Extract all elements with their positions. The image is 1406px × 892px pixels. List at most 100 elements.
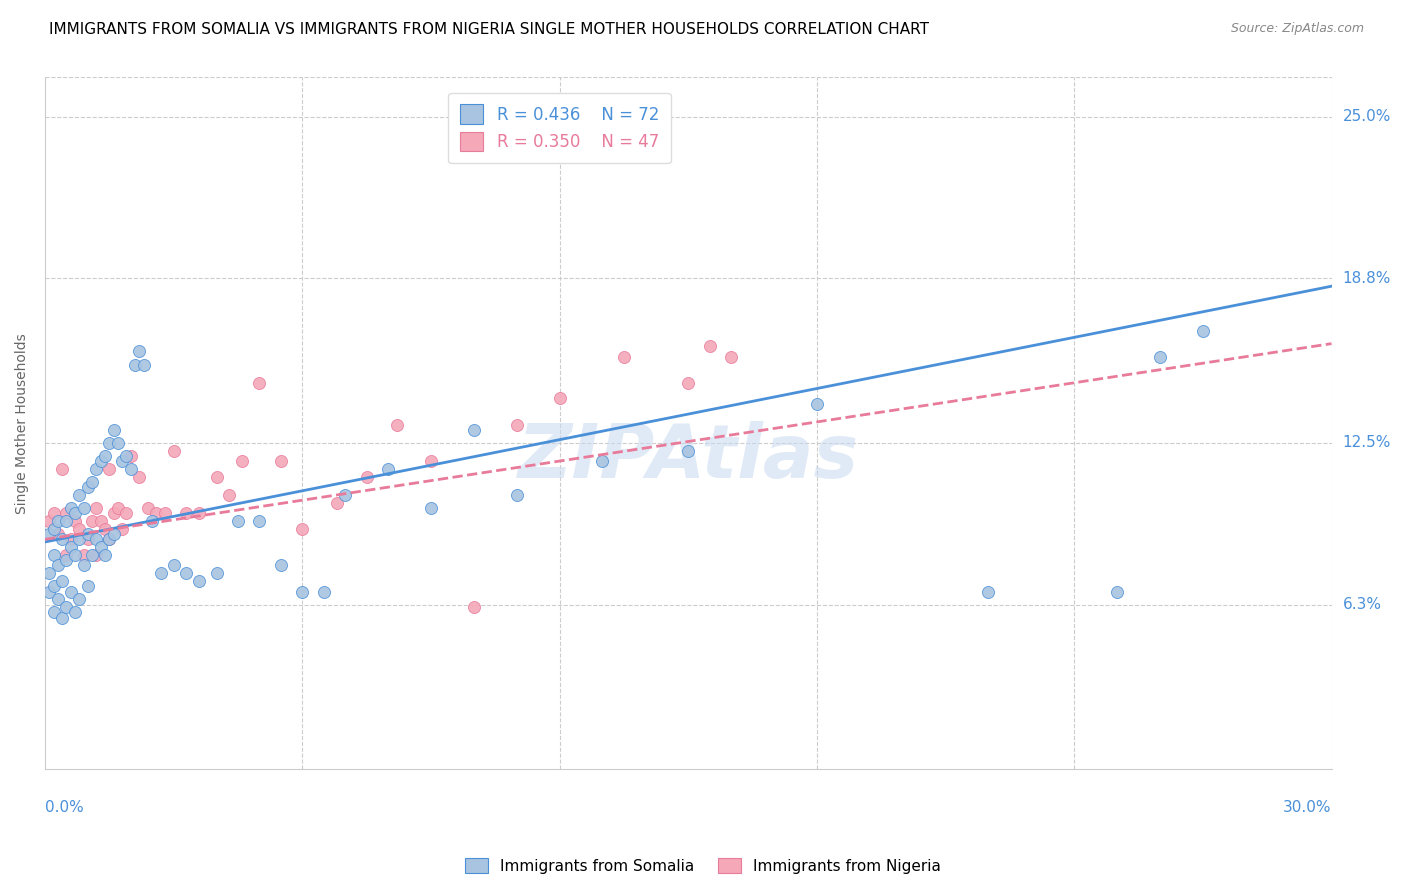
- Point: [218, 488, 240, 502]
- Point: [419, 454, 441, 468]
- Point: [46, 558, 69, 573]
- Point: [247, 376, 270, 390]
- Point: [1107, 584, 1129, 599]
- Point: [76, 579, 98, 593]
- Point: [678, 376, 700, 390]
- Point: [312, 584, 335, 599]
- Point: [188, 574, 211, 588]
- Point: [59, 501, 82, 516]
- Text: Source: ZipAtlas.com: Source: ZipAtlas.com: [1230, 22, 1364, 36]
- Point: [86, 533, 108, 547]
- Text: ZIPAtlas: ZIPAtlas: [517, 421, 859, 494]
- Point: [128, 469, 150, 483]
- Point: [325, 496, 347, 510]
- Point: [270, 454, 292, 468]
- Point: [63, 506, 86, 520]
- Point: [55, 600, 77, 615]
- Point: [38, 527, 60, 541]
- Point: [141, 514, 163, 528]
- Point: [86, 462, 108, 476]
- Point: [67, 592, 90, 607]
- Point: [94, 548, 117, 562]
- Point: [51, 462, 73, 476]
- Point: [76, 533, 98, 547]
- Point: [419, 501, 441, 516]
- Point: [59, 584, 82, 599]
- Text: 30.0%: 30.0%: [1284, 799, 1331, 814]
- Point: [132, 358, 155, 372]
- Point: [153, 506, 176, 520]
- Point: [46, 527, 69, 541]
- Point: [115, 449, 138, 463]
- Point: [42, 548, 65, 562]
- Point: [51, 574, 73, 588]
- Legend: Immigrants from Somalia, Immigrants from Nigeria: Immigrants from Somalia, Immigrants from…: [460, 852, 946, 880]
- Point: [82, 475, 104, 489]
- Point: [63, 606, 86, 620]
- Point: [55, 506, 77, 520]
- Text: 0.0%: 0.0%: [45, 799, 84, 814]
- Point: [505, 417, 527, 432]
- Point: [149, 566, 172, 581]
- Point: [356, 469, 378, 483]
- Point: [377, 462, 399, 476]
- Text: 6.3%: 6.3%: [1343, 597, 1382, 612]
- Point: [176, 506, 198, 520]
- Point: [120, 449, 142, 463]
- Point: [333, 488, 356, 502]
- Point: [120, 462, 142, 476]
- Point: [270, 558, 292, 573]
- Point: [82, 548, 104, 562]
- Point: [98, 533, 121, 547]
- Text: 12.5%: 12.5%: [1343, 435, 1391, 450]
- Point: [46, 592, 69, 607]
- Point: [98, 533, 121, 547]
- Point: [548, 392, 571, 406]
- Point: [1192, 324, 1215, 338]
- Point: [55, 514, 77, 528]
- Point: [42, 579, 65, 593]
- Point: [72, 558, 94, 573]
- Point: [38, 584, 60, 599]
- Point: [55, 553, 77, 567]
- Point: [613, 350, 636, 364]
- Point: [38, 566, 60, 581]
- Point: [98, 462, 121, 476]
- Point: [76, 480, 98, 494]
- Point: [90, 454, 112, 468]
- Point: [385, 417, 408, 432]
- Point: [162, 558, 184, 573]
- Point: [90, 514, 112, 528]
- Point: [806, 397, 828, 411]
- Point: [86, 501, 108, 516]
- Point: [59, 533, 82, 547]
- Point: [42, 506, 65, 520]
- Text: 18.8%: 18.8%: [1343, 271, 1391, 285]
- Legend: R = 0.436    N = 72, R = 0.350    N = 47: R = 0.436 N = 72, R = 0.350 N = 47: [449, 93, 671, 163]
- Point: [231, 454, 253, 468]
- Y-axis label: Single Mother Households: Single Mother Households: [15, 333, 30, 514]
- Point: [145, 506, 167, 520]
- Point: [678, 443, 700, 458]
- Point: [59, 540, 82, 554]
- Point: [38, 514, 60, 528]
- Point: [46, 514, 69, 528]
- Point: [94, 522, 117, 536]
- Point: [136, 501, 159, 516]
- Point: [115, 506, 138, 520]
- Point: [63, 514, 86, 528]
- Point: [111, 522, 134, 536]
- Text: 25.0%: 25.0%: [1343, 109, 1391, 124]
- Point: [188, 506, 211, 520]
- Point: [63, 548, 86, 562]
- Point: [72, 501, 94, 516]
- Point: [103, 506, 125, 520]
- Point: [124, 358, 146, 372]
- Point: [176, 566, 198, 581]
- Point: [463, 423, 485, 437]
- Point: [107, 501, 129, 516]
- Point: [51, 533, 73, 547]
- Point: [55, 548, 77, 562]
- Point: [205, 469, 228, 483]
- Point: [94, 449, 117, 463]
